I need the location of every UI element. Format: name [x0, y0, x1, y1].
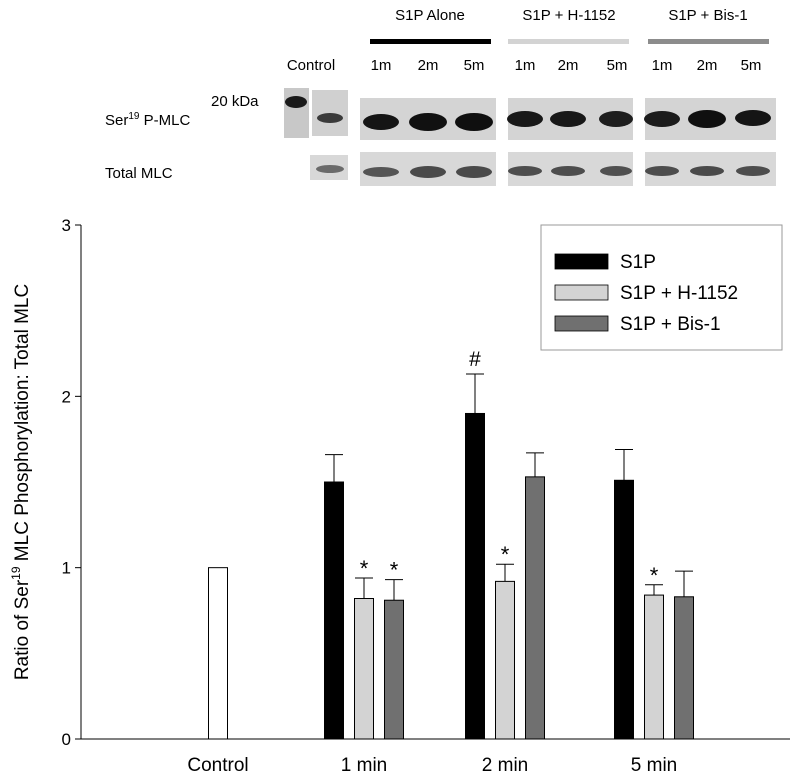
- significance-marker: #: [469, 348, 481, 371]
- blot-band-bis1-1m-pmlc: [644, 111, 680, 127]
- blot-band-bis1-1m-total: [645, 166, 679, 176]
- y-tick-label: 2: [62, 387, 71, 406]
- y-axis-label-prefix: Ratio of Ser: [12, 579, 33, 680]
- significance-marker: *: [501, 542, 510, 567]
- blot-row-label-pmlc-sup: 19: [128, 111, 140, 122]
- y-axis-label: Ratio of Ser19 MLC Phosphorylation: Tota…: [9, 284, 33, 680]
- blot-control-label: Control: [287, 57, 335, 74]
- significance-marker: *: [360, 556, 369, 581]
- chart-bars: [208, 412, 694, 740]
- blot-band-s1p-5m-total: [456, 166, 492, 178]
- lane-label-s1p-2m: 2m: [418, 57, 439, 74]
- bar: [525, 476, 545, 740]
- y-tick-label: 1: [62, 559, 71, 578]
- blot-group-header-s1p-h1152: S1P + H-1152: [522, 7, 615, 24]
- significance-marker: *: [390, 558, 399, 583]
- chart-annotations: * * # * *: [360, 348, 659, 588]
- lane-label-s1p-1m: 1m: [371, 57, 392, 74]
- blot-group-bar-s1p-alone: [370, 39, 491, 44]
- bar: [465, 412, 485, 740]
- y-tick-label: 0: [62, 730, 71, 749]
- lane-label-bis1-5m: 5m: [741, 57, 762, 74]
- blot-band-s1p-5m-pmlc: [455, 113, 493, 131]
- bar: [384, 599, 404, 740]
- chart-axes: 0 1 2 3 Control 1 min 2 min 5 min: [62, 216, 790, 776]
- legend-swatch-s1p-h1152: [554, 284, 609, 301]
- blot-marker-label: 20 kDa: [211, 93, 259, 110]
- blot-row-label-pmlc: Ser19 P-MLC: [105, 111, 190, 129]
- lane-label-h1152-5m: 5m: [607, 57, 628, 74]
- blot-band-h1152-1m-pmlc: [507, 111, 543, 127]
- y-axis-label-suffix: MLC Phosphorylation: Total MLC: [12, 284, 33, 567]
- blot-band-h1152-2m-total: [551, 166, 585, 176]
- bar-control: [208, 567, 228, 740]
- legend-label-s1p-bis1: S1P + Bis-1: [620, 314, 721, 335]
- western-blot-panel: S1P Alone S1P + H-1152 S1P + Bis-1 Contr…: [105, 7, 776, 186]
- blot-band-control-total: [316, 165, 344, 173]
- blot-row-label-total: Total MLC: [105, 165, 173, 182]
- legend-label-s1p: S1P: [620, 252, 656, 273]
- bar: [354, 598, 374, 740]
- blot-group-bar-s1p-h1152: [508, 39, 629, 44]
- x-tick-label: 5 min: [631, 755, 677, 776]
- legend-swatch-s1p-bis1: [554, 315, 609, 332]
- blot-band-h1152-1m-total: [508, 166, 542, 176]
- legend-label-s1p-h1152: S1P + H-1152: [620, 283, 738, 304]
- lane-label-bis1-1m: 1m: [652, 57, 673, 74]
- bar: [324, 481, 344, 740]
- blot-band-h1152-5m-total: [600, 166, 632, 176]
- chart-legend: S1P S1P + H-1152 S1P + Bis-1: [540, 224, 783, 351]
- blot-band-h1152-2m-pmlc: [550, 111, 586, 127]
- chart-error-bars: [325, 373, 693, 601]
- blot-group-header-s1p-alone: S1P Alone: [395, 7, 465, 24]
- blot-band-h1152-5m-pmlc: [599, 111, 633, 127]
- lane-label-h1152-1m: 1m: [515, 57, 536, 74]
- bar: [644, 594, 664, 740]
- blot-band-control-pmlc: [317, 113, 343, 123]
- blot-band-bis1-2m-pmlc: [688, 110, 726, 128]
- significance-marker: *: [650, 563, 659, 588]
- bar: [495, 580, 515, 740]
- blot-group-bar-s1p-bis1: [648, 39, 769, 44]
- bar: [614, 479, 634, 740]
- blot-band-bis1-2m-total: [690, 166, 724, 176]
- lane-label-s1p-5m: 5m: [464, 57, 485, 74]
- blot-band-s1p-2m-pmlc: [409, 113, 447, 131]
- blot-row-label-pmlc-suffix: P-MLC: [139, 112, 190, 129]
- blot-band-s1p-1m-pmlc: [363, 114, 399, 130]
- x-tick-label: Control: [187, 755, 248, 776]
- y-tick-label: 3: [62, 216, 71, 235]
- bar: [674, 596, 694, 740]
- lane-label-bis1-2m: 2m: [697, 57, 718, 74]
- blot-group-header-s1p-bis1: S1P + Bis-1: [668, 7, 747, 24]
- blot-band-marker: [285, 96, 307, 108]
- legend-swatch-s1p: [554, 253, 609, 270]
- blot-band-s1p-1m-total: [363, 167, 399, 177]
- blot-band-bis1-5m-pmlc: [735, 110, 771, 126]
- blot-row-label-pmlc-prefix: Ser: [105, 112, 128, 129]
- x-tick-label: 1 min: [341, 755, 387, 776]
- blot-band-bis1-5m-total: [736, 166, 770, 176]
- blot-band-s1p-2m-total: [410, 166, 446, 178]
- x-tick-label: 2 min: [482, 755, 528, 776]
- lane-label-h1152-2m: 2m: [558, 57, 579, 74]
- y-axis-label-sup: 19: [9, 566, 23, 580]
